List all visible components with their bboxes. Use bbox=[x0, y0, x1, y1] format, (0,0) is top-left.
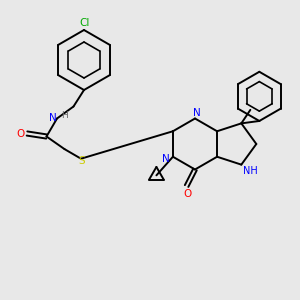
Text: O: O bbox=[183, 189, 191, 199]
Text: NH: NH bbox=[243, 166, 258, 176]
Text: N: N bbox=[49, 113, 57, 123]
Text: S: S bbox=[78, 156, 85, 166]
Text: Cl: Cl bbox=[79, 18, 89, 28]
Text: O: O bbox=[16, 129, 25, 139]
Text: N: N bbox=[193, 108, 200, 118]
Text: N: N bbox=[162, 154, 170, 164]
Text: H: H bbox=[61, 110, 68, 119]
